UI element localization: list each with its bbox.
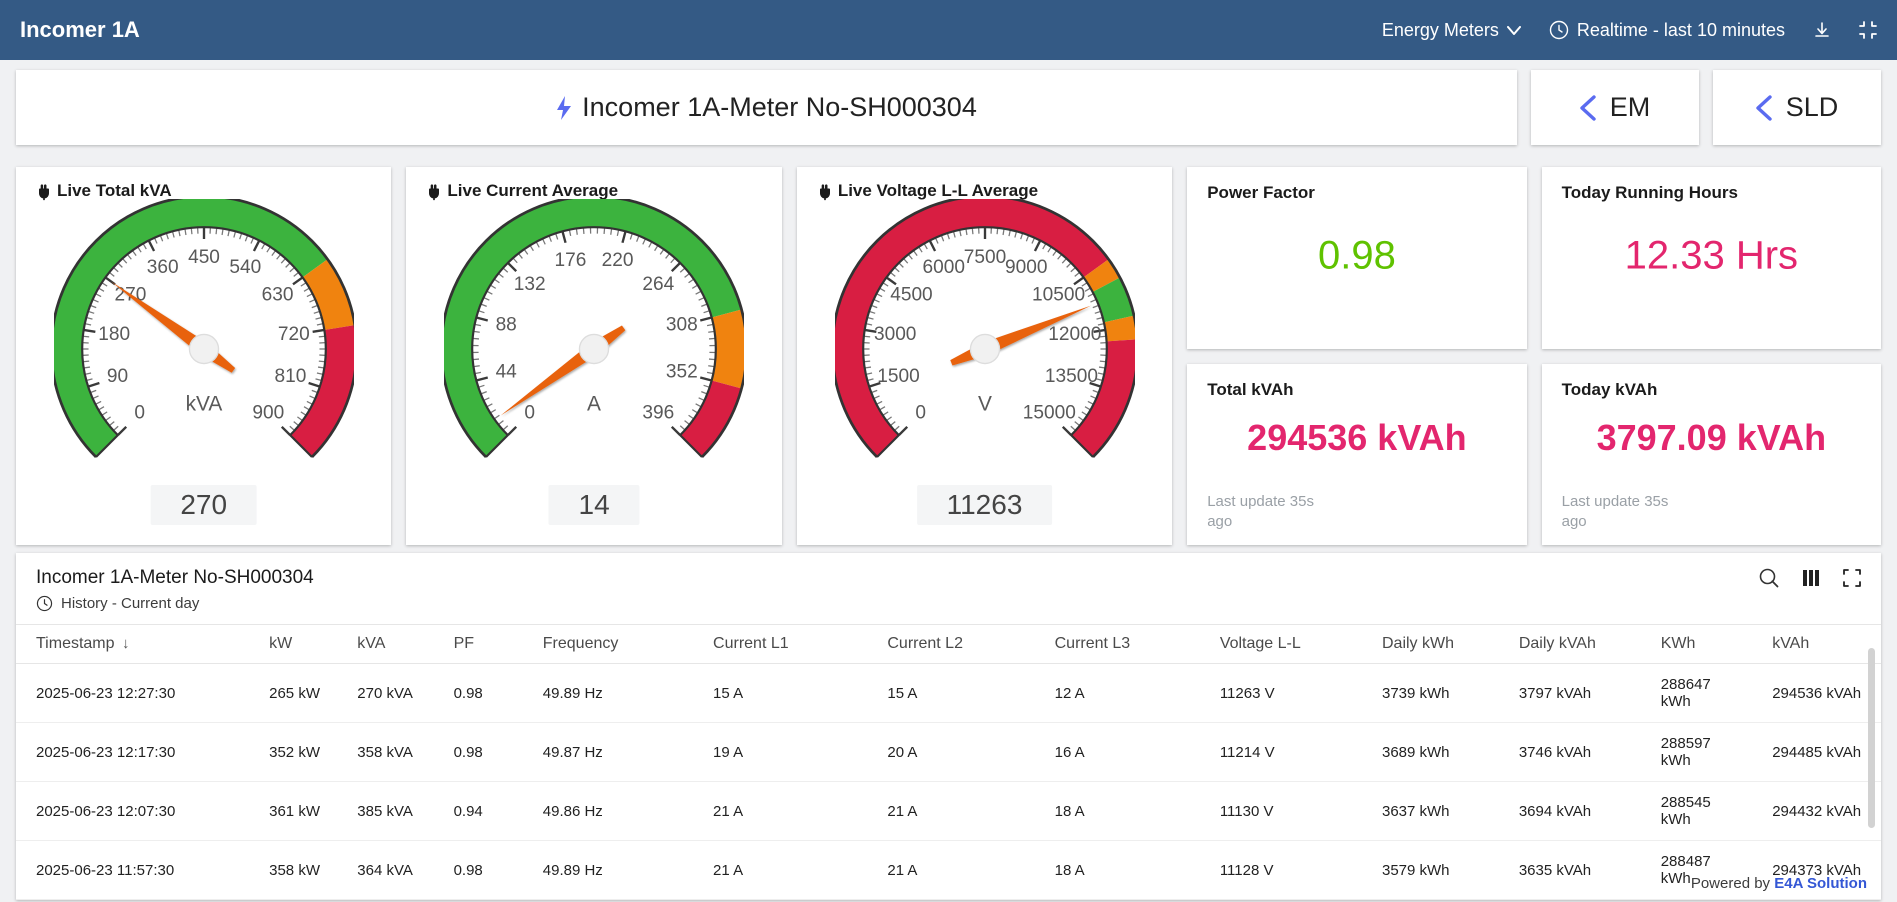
svg-text:90: 90 [107,366,128,387]
svg-text:308: 308 [666,315,698,336]
svg-text:9000: 9000 [1005,257,1047,278]
svg-text:12000: 12000 [1048,324,1101,345]
svg-text:44: 44 [496,362,518,383]
svg-text:810: 810 [274,366,306,387]
svg-text:132: 132 [514,274,546,295]
svg-text:0: 0 [525,402,536,423]
svg-text:88: 88 [496,315,517,336]
svg-text:7500: 7500 [963,247,1005,268]
svg-text:396: 396 [642,402,674,423]
svg-text:13500: 13500 [1044,366,1097,387]
svg-text:10500: 10500 [1032,285,1085,306]
svg-text:0: 0 [915,402,926,423]
svg-text:6000: 6000 [922,257,964,278]
svg-text:kVA: kVA [185,393,222,416]
svg-text:15000: 15000 [1022,402,1075,423]
svg-text:450: 450 [188,247,220,268]
svg-text:264: 264 [642,274,674,295]
svg-text:A: A [587,393,601,416]
svg-text:900: 900 [252,402,284,423]
svg-text:4500: 4500 [890,285,932,306]
svg-text:220: 220 [602,250,634,271]
svg-text:352: 352 [666,362,698,383]
svg-text:0: 0 [134,402,145,423]
svg-text:1500: 1500 [877,366,919,387]
svg-text:720: 720 [278,324,310,345]
svg-text:180: 180 [98,324,130,345]
svg-text:630: 630 [261,285,293,306]
svg-text:360: 360 [147,257,179,278]
svg-text:176: 176 [555,250,587,271]
svg-text:3000: 3000 [873,324,915,345]
svg-text:V: V [978,393,992,416]
svg-text:540: 540 [229,257,261,278]
